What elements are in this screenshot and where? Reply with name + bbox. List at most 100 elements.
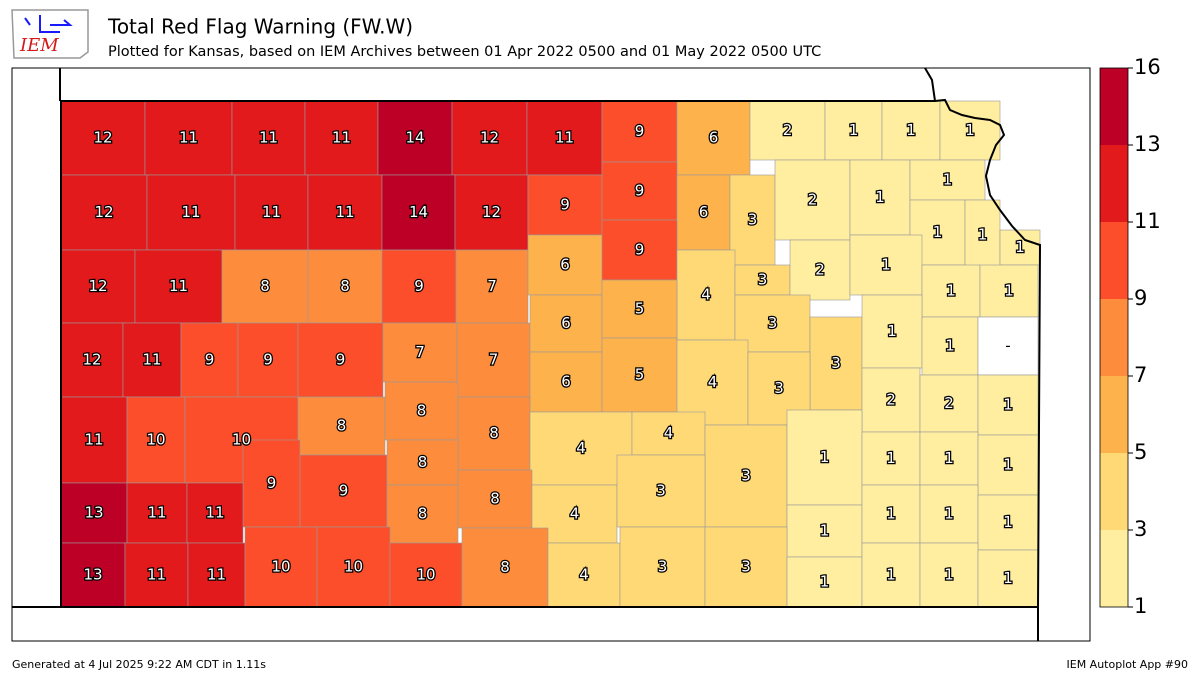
county-label: 6 bbox=[709, 129, 719, 147]
county-label: 7 bbox=[415, 343, 425, 361]
logo-text: IEM bbox=[19, 35, 59, 56]
county bbox=[126, 482, 188, 544]
colorbar-tick-label: 13 bbox=[1134, 132, 1161, 156]
county-label: 1 bbox=[944, 449, 954, 467]
county bbox=[529, 351, 603, 413]
county bbox=[704, 424, 788, 528]
county bbox=[861, 367, 921, 433]
county-label: 10 bbox=[146, 431, 165, 449]
county-label: 3 bbox=[656, 482, 666, 500]
county-label: 11 bbox=[555, 129, 574, 147]
state-outline bbox=[60, 98, 1042, 608]
county-label: 9 bbox=[339, 482, 349, 500]
county-label: 1 bbox=[945, 337, 955, 355]
county bbox=[527, 174, 603, 236]
county bbox=[527, 234, 603, 296]
county-label: 2 bbox=[886, 391, 896, 409]
county-label: 6 bbox=[561, 314, 571, 332]
counties: 12 11 11 11 14 12 11 9 6 2 1 1 112 11 11 11 14 12 996 32 111… bbox=[60, 100, 1041, 608]
county-label: 2 bbox=[808, 191, 818, 209]
colorbar-tick-label: 1 bbox=[1134, 594, 1147, 618]
county bbox=[457, 396, 531, 471]
county bbox=[676, 100, 751, 176]
county bbox=[389, 542, 463, 608]
county bbox=[774, 159, 851, 241]
county bbox=[601, 100, 678, 163]
county bbox=[977, 549, 1039, 608]
county bbox=[529, 294, 603, 353]
county-label: 4 bbox=[570, 505, 580, 523]
county-label: 8 bbox=[418, 505, 428, 523]
colorbar-tick-label: 5 bbox=[1134, 440, 1147, 464]
county bbox=[849, 159, 911, 236]
county bbox=[824, 100, 883, 161]
colorbar-tick-label: 16 bbox=[1134, 55, 1161, 79]
county-label: 4 bbox=[701, 286, 711, 304]
county-label: 7 bbox=[487, 277, 497, 295]
county bbox=[786, 409, 863, 506]
county-label: 4 bbox=[708, 373, 718, 391]
county-label: 11 bbox=[332, 129, 351, 147]
county-label: 1 bbox=[1003, 513, 1013, 531]
county-label: 5 bbox=[635, 300, 645, 318]
logo-outline bbox=[11, 9, 89, 59]
county bbox=[297, 396, 386, 456]
county bbox=[676, 339, 749, 426]
county bbox=[631, 411, 706, 456]
county bbox=[60, 100, 146, 176]
county-label: 1 bbox=[886, 449, 896, 467]
county bbox=[881, 100, 941, 161]
county-label: 4 bbox=[579, 566, 589, 584]
county bbox=[381, 174, 456, 251]
county-label: 1 bbox=[944, 505, 954, 523]
county-label: 8 bbox=[418, 453, 428, 471]
neighbor-borders bbox=[12, 67, 1039, 641]
county-label: 5 bbox=[635, 366, 645, 384]
county bbox=[526, 100, 603, 176]
subtitle: Plotted for Kansas, based on IEM Archive… bbox=[108, 44, 821, 60]
county-label: 12 bbox=[482, 203, 501, 221]
county-label: 10 bbox=[416, 566, 435, 584]
county-label: 1 bbox=[881, 256, 891, 274]
county-label: 1 bbox=[820, 573, 830, 591]
county-label: 11 bbox=[262, 203, 281, 221]
county-label: 3 bbox=[768, 314, 778, 332]
county bbox=[547, 542, 621, 608]
county-label: 11 bbox=[181, 203, 200, 221]
county-label: 6 bbox=[560, 256, 570, 274]
county-label: 9 bbox=[635, 182, 645, 200]
county-label: 1 bbox=[875, 188, 885, 206]
county bbox=[909, 159, 986, 201]
footer-right: IEM Autoplot App #90 bbox=[1067, 658, 1189, 671]
colorbar-bin bbox=[1100, 299, 1128, 376]
county-label: 1 bbox=[933, 223, 943, 241]
county-label: 14 bbox=[409, 203, 428, 221]
county bbox=[456, 322, 531, 398]
county bbox=[186, 482, 244, 544]
county bbox=[977, 374, 1039, 436]
county-label: 12 bbox=[88, 277, 107, 295]
county-label: 1 bbox=[1004, 282, 1014, 300]
county-label: 11 bbox=[147, 566, 166, 584]
colorbar-bin bbox=[1100, 145, 1128, 222]
colorbar-bin bbox=[1100, 376, 1128, 453]
county-label: 9 bbox=[336, 351, 346, 369]
county bbox=[979, 264, 1039, 318]
county-label: 11 bbox=[207, 566, 226, 584]
county-label: 1 bbox=[887, 322, 897, 340]
colorbar-bin bbox=[1100, 222, 1128, 299]
county bbox=[237, 322, 299, 398]
county bbox=[307, 249, 383, 324]
county bbox=[134, 249, 223, 324]
county bbox=[384, 381, 459, 441]
county bbox=[455, 249, 529, 324]
county-label: 12 bbox=[480, 129, 499, 147]
county-label: 8 bbox=[500, 558, 510, 576]
county-label: 3 bbox=[758, 271, 768, 289]
county-label: 8 bbox=[337, 417, 347, 435]
county bbox=[977, 316, 1039, 376]
county bbox=[919, 431, 979, 486]
county-label: 1 bbox=[906, 121, 916, 139]
